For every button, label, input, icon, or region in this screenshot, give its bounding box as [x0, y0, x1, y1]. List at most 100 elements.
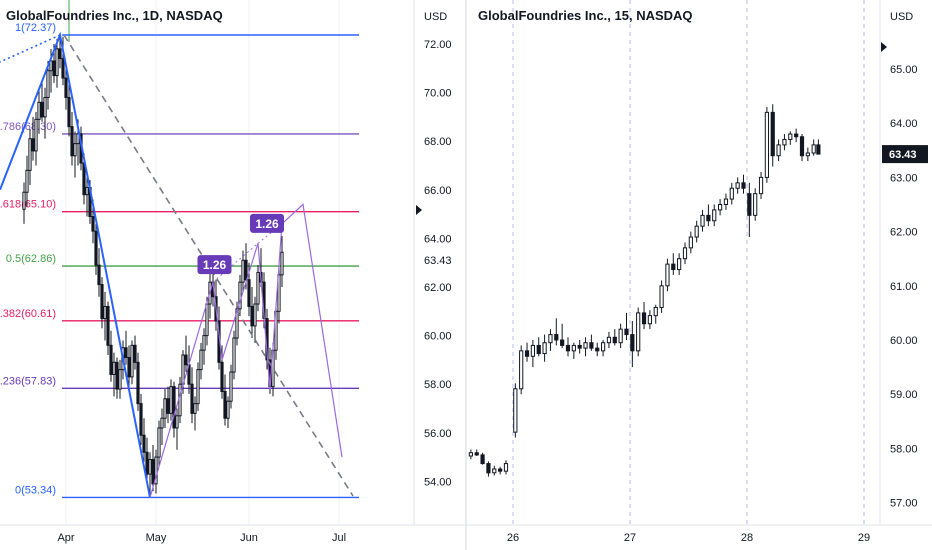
daily-candle-body — [100, 284, 104, 320]
intraday-candle — [589, 334, 594, 351]
daily-candle — [115, 357, 119, 399]
daily-time-axis[interactable]: Apr May Jun Jul — [57, 532, 346, 544]
intraday-time-axis[interactable]: 26 27 28 29 — [507, 532, 870, 544]
intraday-candles — [468, 104, 821, 477]
daily-price-axis[interactable]: 72.00 70.00 68.00 66.00 64.00 62.00 60.00 58.00… — [416, 39, 452, 488]
dotted-extension-line[interactable] — [0, 34, 61, 63]
intraday-candle-body — [764, 111, 769, 178]
daily-candle — [31, 116, 35, 161]
daily-candle-body — [127, 356, 131, 378]
daily-candle — [67, 80, 71, 137]
intraday-candle — [799, 134, 805, 162]
daily-candle-body — [118, 369, 122, 390]
intraday-time-tick-label: 29 — [858, 532, 870, 544]
daily-candle-body — [109, 344, 113, 375]
daily-candle-body — [244, 259, 248, 281]
ratio-badge[interactable]: 1.26 — [250, 213, 284, 233]
daily-candle — [190, 367, 194, 424]
daily-candle-body — [178, 383, 182, 417]
daily-chart-title: GlobalFoundries Inc., 1D, NASDAQ — [6, 8, 223, 23]
daily-candle-body — [157, 427, 161, 458]
daily-candle — [280, 235, 284, 287]
projection-path-line[interactable] — [281, 203, 343, 458]
daily-candle — [94, 223, 98, 275]
intraday-candle-body — [618, 328, 623, 344]
intraday-price-axis[interactable]: 65.00 64.00 63.00 62.00 61.00 60.00 59.00 58.00… — [881, 0, 932, 525]
ratio-badges[interactable]: 1.26 1.26 — [197, 213, 285, 275]
daily-price-tick-label: 66.00 — [424, 185, 452, 197]
intraday-candle — [782, 134, 787, 151]
intraday-candle-body — [665, 263, 670, 287]
daily-time-tick-label: Jun — [240, 532, 258, 544]
fib-retracement[interactable]: 1(72.37) 0.786(68.30) 0.618(65.10) 0.5(62.8… — [0, 22, 359, 499]
intraday-candle — [764, 106, 769, 183]
intraday-candle-body — [630, 334, 635, 352]
intraday-last-price-tag[interactable]: 63.43 — [882, 145, 928, 164]
daily-candle — [148, 452, 152, 498]
daily-candle — [25, 155, 29, 207]
daily-candle — [64, 63, 68, 110]
intraday-currency-label[interactable]: USD — [890, 11, 913, 23]
intraday-chart-panel[interactable]: 65.00 64.00 63.00 62.00 61.00 60.00 59.00 58.00… — [468, 0, 932, 544]
intraday-candle — [816, 139, 821, 155]
intraday-candle-body — [758, 176, 764, 195]
daily-chart-panel[interactable]: 1(72.37) 0.786(68.30) 0.618(65.10) 0.5(62.8… — [0, 0, 461, 544]
daily-candle-body — [196, 369, 200, 405]
intraday-candle — [735, 177, 740, 194]
daily-candle-body — [193, 403, 197, 414]
intraday-candle — [542, 334, 547, 362]
daily-candle-body — [226, 400, 230, 419]
daily-candle-body — [139, 403, 143, 436]
daily-candle-body — [85, 186, 89, 196]
drawing-lines[interactable] — [0, 31, 354, 498]
intraday-candle-body — [776, 144, 781, 157]
daily-time-tick-label: May — [146, 532, 167, 544]
intraday-candle-body — [712, 209, 717, 222]
intraday-candle-body — [811, 144, 816, 154]
daily-price-tick-label: 64.00 — [424, 233, 452, 245]
daily-candle-body — [145, 451, 149, 475]
harmonic-pattern-line[interactable] — [149, 223, 283, 498]
daily-candle — [241, 250, 245, 292]
intraday-price-axis-bg — [881, 0, 932, 525]
daily-candle-body — [163, 398, 167, 419]
daily-candle — [226, 396, 230, 428]
intraday-price-tick-label: 58.00 — [890, 443, 918, 455]
daily-candle — [157, 420, 161, 467]
intraday-candle — [554, 318, 559, 346]
daily-currency-label[interactable]: USD — [424, 11, 447, 23]
intraday-candle-body — [480, 454, 485, 465]
daily-price-tick-label: 56.00 — [424, 428, 452, 440]
intraday-candle — [770, 104, 775, 167]
intraday-candle — [776, 139, 781, 162]
daily-candle-body — [55, 48, 59, 77]
daily-candle-body — [175, 415, 179, 429]
daily-candle-body — [46, 70, 50, 98]
dashed-trend-line[interactable] — [63, 34, 354, 497]
daily-candle-body — [22, 191, 26, 210]
intraday-price-tick-label: 59.00 — [890, 389, 918, 401]
daily-candle-body — [58, 48, 62, 60]
intraday-candle — [548, 329, 553, 351]
ratio-badge[interactable]: 1.26 — [197, 255, 232, 275]
intraday-candle-body — [612, 336, 617, 344]
daily-candle-body — [280, 251, 284, 276]
intraday-candle — [498, 466, 503, 475]
ratio-badge-label: 1.26 — [203, 258, 227, 272]
daily-candle-body — [241, 259, 245, 283]
daily-candle — [37, 90, 41, 134]
intraday-candle-body — [595, 347, 600, 352]
intraday-price-tick-label: 60.00 — [890, 335, 918, 347]
daily-candle — [133, 335, 137, 370]
intraday-scroll-arrow-icon[interactable] — [881, 42, 887, 52]
intraday-candle-body — [542, 342, 547, 355]
intraday-candle — [682, 242, 688, 265]
daily-candle — [103, 291, 107, 341]
daily-candle-body — [253, 303, 257, 327]
daily-scroll-arrow-icon[interactable] — [416, 205, 422, 215]
intraday-candle — [636, 307, 641, 357]
daily-candle — [223, 374, 227, 426]
daily-candle — [55, 39, 59, 88]
daily-candle-body — [82, 162, 86, 196]
